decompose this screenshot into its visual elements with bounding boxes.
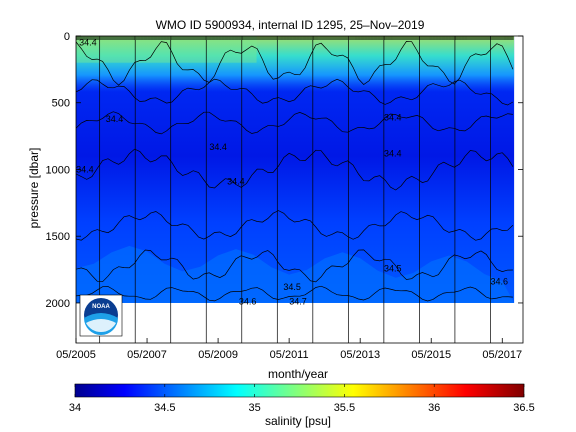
x-tick-label: 05/2011	[270, 349, 309, 361]
contour-label: 34.5	[283, 282, 301, 292]
deep-salinity-band	[76, 245, 515, 303]
y-axis-label: pressure [dbar]	[27, 148, 41, 229]
colorbar-ticks: 34 34.5 35 35.5 36 36.5	[69, 384, 535, 414]
plot-area: 34.4 34.4 34.4 34.4 34.4 34.4 34.4 34.5 34.5 34.6…	[76, 36, 515, 343]
contour-line	[76, 285, 513, 302]
contour-label: 34.5	[384, 263, 402, 273]
contour-label: 34.4	[209, 142, 227, 152]
x-tick-label: 05/2009	[198, 349, 238, 361]
x-axis-label: month/year	[268, 367, 328, 381]
contour-label: 34.4	[76, 164, 94, 174]
contour-line	[76, 148, 514, 191]
colorbar	[74, 383, 525, 398]
x-tick-label: 05/2015	[411, 349, 451, 361]
colorbar-tick-label: 35.5	[334, 402, 355, 414]
noaa-logo-text: NOAA	[92, 304, 110, 310]
contour-label: 34.4	[384, 112, 402, 122]
x-tick-label: 05/2007	[127, 349, 167, 361]
colorbar-tick-label: 36.5	[513, 402, 534, 414]
plot-frame	[75, 35, 524, 344]
y-tick-label: 1000	[46, 164, 70, 176]
contour-line	[76, 41, 514, 86]
contour-label: 34.4	[106, 114, 124, 124]
y-tick-label: 1500	[46, 231, 70, 243]
surface-salinity-high	[76, 36, 257, 63]
contour-label: 34.6	[491, 277, 509, 287]
y-tick-label: 2000	[46, 298, 70, 310]
contour-line	[76, 210, 514, 241]
x-tick-label: 05/2017	[482, 349, 522, 361]
contour-label: 34.4	[79, 38, 97, 48]
contour-line	[76, 249, 513, 283]
contour-label: 34.4	[227, 176, 245, 186]
contour-label: 34.6	[239, 297, 257, 307]
colorbar-label: salinity [psu]	[265, 414, 331, 428]
y-tick-label: 0	[64, 31, 70, 43]
colorbar-tick-label: 35	[248, 402, 260, 414]
x-tick-label: 05/2013	[340, 349, 380, 361]
axes: 0 500 1000 1500 2000 05/2005 05/2007 05/2009 05/…	[46, 31, 523, 361]
noaa-logo: NOAA	[79, 294, 123, 337]
y-tick-label: 500	[52, 98, 70, 110]
colorbar-tick-label: 34	[69, 402, 81, 414]
surface-salinity-field	[76, 36, 515, 93]
contour-line	[76, 111, 513, 135]
contour-line	[76, 78, 514, 106]
contour-label: 34.7	[289, 297, 307, 307]
contour-label: 34.4	[384, 148, 402, 158]
x-tick-label: 05/2005	[56, 349, 96, 361]
colorbar-tick-label: 36	[428, 402, 440, 414]
colorbar-tick-label: 34.5	[154, 402, 175, 414]
chart-title: WMO ID 5900934, internal ID 1295, 25–Nov…	[156, 18, 425, 32]
